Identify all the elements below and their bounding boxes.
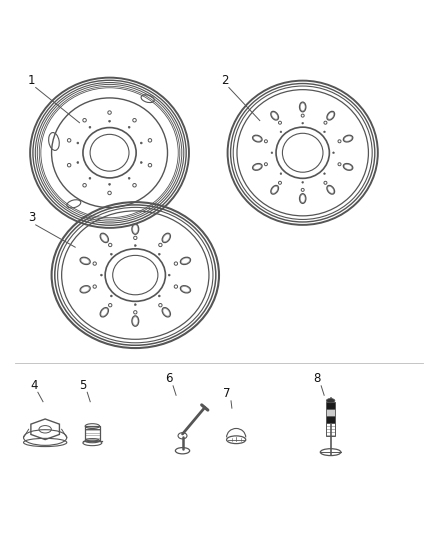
Circle shape: [280, 173, 282, 175]
Polygon shape: [326, 409, 335, 416]
Circle shape: [110, 295, 112, 297]
Circle shape: [332, 152, 334, 154]
Circle shape: [134, 245, 136, 247]
Circle shape: [110, 253, 112, 255]
Circle shape: [128, 126, 130, 128]
Ellipse shape: [326, 399, 335, 403]
Circle shape: [128, 177, 130, 179]
Circle shape: [109, 183, 110, 185]
Circle shape: [324, 131, 325, 133]
Circle shape: [89, 177, 91, 179]
Circle shape: [140, 161, 142, 164]
Text: 2: 2: [221, 74, 229, 87]
Circle shape: [158, 253, 160, 255]
Text: 1: 1: [28, 74, 35, 87]
Circle shape: [168, 274, 170, 276]
Text: 7: 7: [223, 387, 231, 400]
Text: 8: 8: [314, 373, 321, 385]
Circle shape: [100, 274, 102, 276]
Circle shape: [302, 122, 304, 124]
Circle shape: [324, 173, 325, 175]
Text: 4: 4: [30, 379, 38, 392]
Circle shape: [271, 152, 273, 154]
Text: 5: 5: [79, 379, 87, 392]
Circle shape: [280, 131, 282, 133]
Circle shape: [302, 181, 304, 183]
Circle shape: [158, 295, 160, 297]
Circle shape: [134, 304, 136, 305]
Text: 6: 6: [166, 373, 173, 385]
Circle shape: [109, 120, 110, 122]
Circle shape: [77, 142, 79, 144]
Circle shape: [77, 161, 79, 164]
Polygon shape: [326, 402, 335, 423]
Text: 3: 3: [28, 212, 35, 224]
Circle shape: [140, 142, 142, 144]
Circle shape: [89, 126, 91, 128]
